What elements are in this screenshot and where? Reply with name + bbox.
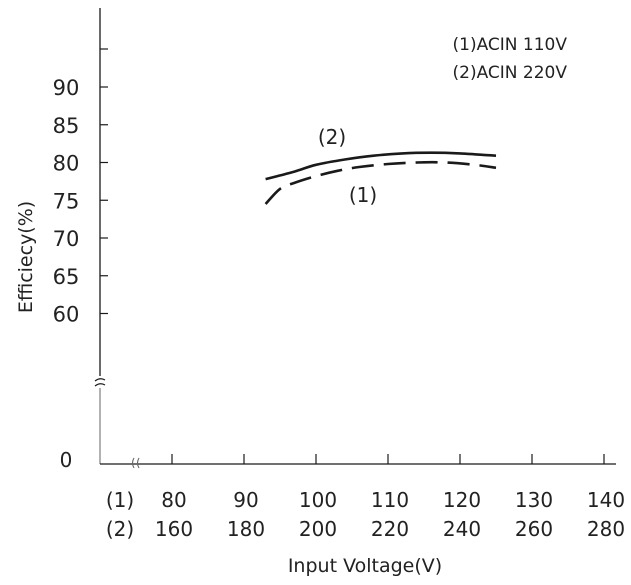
x-axis-title: Input Voltage(V)	[288, 555, 442, 577]
x-tick-label-row1: 100	[299, 488, 337, 512]
x-tick-label-row2: 180	[227, 517, 265, 541]
x-tick-label-row1: 130	[515, 488, 553, 512]
x-tick-label-row2: 280	[587, 517, 625, 541]
series-layer	[264, 151, 497, 205]
y-zero-label: 0	[60, 448, 73, 472]
axes	[94, 8, 616, 469]
y-axis-break-mark	[94, 378, 106, 387]
x-axis-break-mark	[131, 457, 140, 469]
y-axis-title: Efficiecy(%)	[15, 201, 37, 313]
x-row2-tag: (2)	[106, 517, 134, 541]
legend-entry-2: (2)ACIN 220V	[453, 63, 568, 83]
x-tick-label-row1: 120	[443, 488, 481, 512]
series-line-2	[265, 151, 497, 181]
x-tick-label-row1: 140	[587, 488, 625, 512]
x-tick-label-row1: 80	[161, 488, 186, 512]
series-line-1	[264, 160, 497, 205]
x-tick-label-row1: 90	[233, 488, 258, 512]
y-tick-label: 80	[53, 152, 80, 176]
x-tick-label-row2: 160	[155, 517, 193, 541]
y-axis-ticks: 90 85 80 75 70 65 60	[53, 48, 108, 327]
y-tick-label: 85	[53, 114, 80, 138]
x-axis-ticks: 80 160 90 180 100 200 110 220 120 240 130 260 140 280	[155, 454, 625, 541]
y-tick-label: 70	[53, 227, 80, 251]
series-label-1: (1)	[349, 183, 377, 207]
x-tick-label-row2: 220	[371, 517, 409, 541]
y-tick-label: 65	[53, 265, 80, 289]
series-label-2: (2)	[318, 125, 346, 149]
x-tick-label-row2: 260	[515, 517, 553, 541]
y-tick-label: 60	[53, 303, 80, 327]
y-tick-label: 75	[53, 189, 80, 213]
x-tick-label-row2: 240	[443, 517, 481, 541]
legend-entry-1: (1)ACIN 110V	[453, 35, 568, 55]
x-tick-label-row1: 110	[371, 488, 409, 512]
x-tick-label-row2: 200	[299, 517, 337, 541]
x-row1-tag: (1)	[106, 488, 134, 512]
y-tick-label: 90	[53, 76, 80, 100]
